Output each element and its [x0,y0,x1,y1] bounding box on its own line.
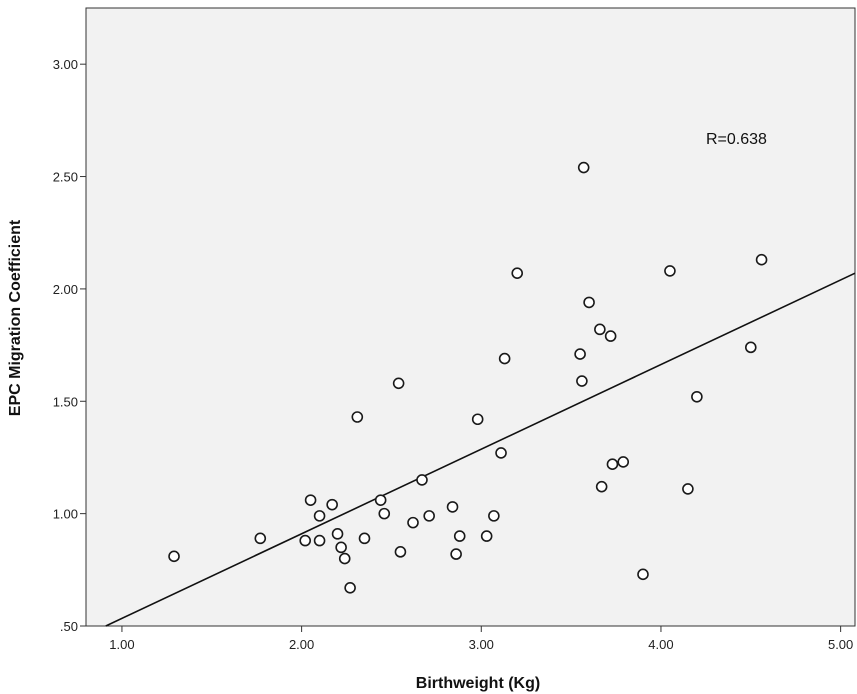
data-point [423,510,435,522]
data-point [604,330,617,342]
data-point [480,530,493,542]
data-point [594,323,606,336]
data-point [313,510,326,522]
data-point [511,267,524,279]
r-annotation: R=0.638 [706,131,767,148]
data-point [299,534,312,547]
data-point [254,532,267,545]
data-point [574,348,586,360]
data-point [606,458,619,470]
x-axis-title: Birthweight (Kg) [416,675,540,692]
data-point [378,507,391,520]
y-tick-label: .50 [60,619,78,634]
data-point [498,352,511,365]
y-axis-title: EPC Migration Coefficient [7,219,24,416]
data-point [338,552,351,565]
data-point [374,494,387,506]
data-point [335,541,347,554]
data-point [682,483,694,495]
y-axis-ticks: .50 1.00 1.50 2.00 2.50 3.00 [53,57,86,634]
data-point [446,501,459,513]
data-point [416,474,428,486]
x-tick-label: 2.00 [289,637,314,652]
data-point [358,532,371,545]
data-point [617,456,630,468]
data-point [326,498,338,511]
y-tick-label: 2.50 [53,170,78,185]
data-point [637,568,649,581]
y-tick-label: 1.50 [53,394,78,409]
data-point [407,516,419,529]
data-point [304,494,317,506]
data-point [488,510,500,522]
y-tick-label: 3.00 [53,57,78,72]
x-tick-label: 4.00 [648,637,673,652]
data-point [394,546,407,558]
data-point [744,341,757,354]
x-tick-label: 3.00 [469,637,494,652]
data-point [664,265,676,277]
x-axis-ticks: 1.00 2.00 3.00 4.00 5.00 [109,626,853,652]
data-point [755,253,768,266]
data-point [595,480,608,493]
data-point [471,413,484,426]
data-point [313,534,326,547]
y-tick-label: 1.00 [53,507,78,522]
data-point [577,161,590,174]
data-point [331,528,344,540]
regression-line [105,272,856,627]
data-point [495,447,507,459]
x-tick-label: 5.00 [828,637,853,652]
data-point [344,581,356,594]
y-tick-label: 2.00 [53,282,78,297]
regression-line-group [105,272,856,627]
data-point [576,375,588,387]
data-point [168,550,180,563]
data-point [691,390,703,403]
plot-area [85,7,856,627]
x-tick-label: 1.00 [109,637,134,652]
data-points [168,161,768,594]
data-point [583,296,595,309]
data-point [450,548,462,560]
data-point [453,530,466,542]
data-point [351,411,364,423]
data-point [392,377,405,390]
